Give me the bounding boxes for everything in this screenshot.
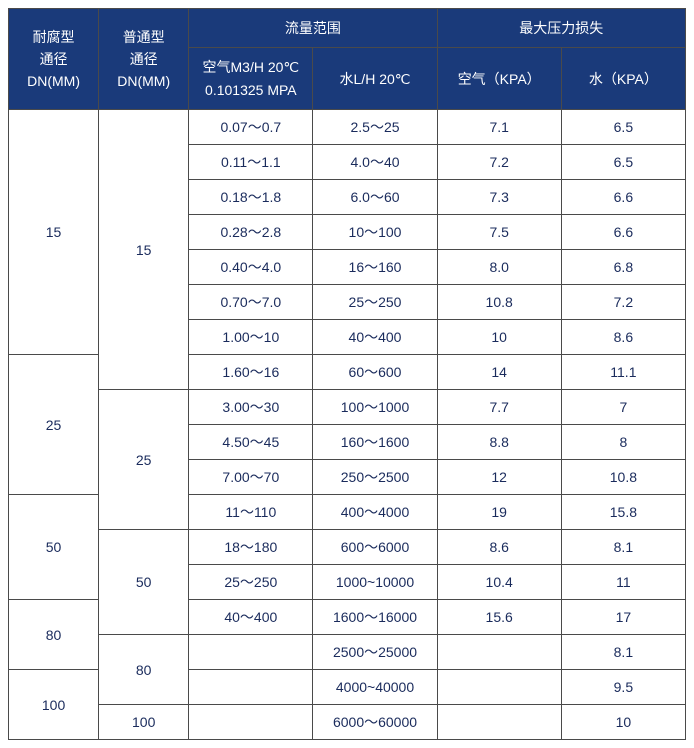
cell-water-kpa: 11.1	[561, 355, 685, 390]
col-header-air-flow: 空气M3/H 20℃ 0.101325 MPA	[189, 48, 313, 110]
cell-corrosion-dn: 50	[9, 495, 99, 600]
col-header-water-kpa: 水（KPA）	[561, 48, 685, 110]
table-row: 253.00～30100～10007.77	[9, 390, 686, 425]
cell-normal-dn: 25	[99, 390, 189, 530]
cell-water-kpa: 17	[561, 600, 685, 635]
cell-air-kpa: 7.2	[437, 145, 561, 180]
cell-air-kpa	[437, 670, 561, 705]
cell-water-kpa: 8.1	[561, 530, 685, 565]
cell-corrosion-dn: 15	[9, 110, 99, 355]
cell-water-kpa: 8.6	[561, 320, 685, 355]
cell-air-kpa: 8.6	[437, 530, 561, 565]
cell-water-flow: 1600～16000	[313, 600, 437, 635]
cell-water-kpa: 10.8	[561, 460, 685, 495]
cell-air-flow	[189, 635, 313, 670]
cell-water-flow: 100～1000	[313, 390, 437, 425]
cell-air-flow: 40～400	[189, 600, 313, 635]
cell-water-kpa: 6.6	[561, 215, 685, 250]
cell-air-kpa: 19	[437, 495, 561, 530]
cell-water-kpa: 6.5	[561, 110, 685, 145]
cell-corrosion-dn: 25	[9, 355, 99, 495]
cell-air-kpa: 8.0	[437, 250, 561, 285]
cell-water-kpa: 6.5	[561, 145, 685, 180]
cell-air-kpa: 10.8	[437, 285, 561, 320]
cell-normal-dn: 80	[99, 635, 189, 705]
cell-air-flow: 0.28～2.8	[189, 215, 313, 250]
cell-air-flow: 0.07～0.7	[189, 110, 313, 145]
cell-air-flow: 1.00～10	[189, 320, 313, 355]
cell-normal-dn: 15	[99, 110, 189, 390]
spec-table: 耐腐型通径DN(MM) 普通型通径DN(MM) 流量范围 最大压力损失 空气M3…	[8, 8, 686, 740]
cell-air-flow: 0.18～1.8	[189, 180, 313, 215]
cell-water-flow: 2500～25000	[313, 635, 437, 670]
cell-air-flow: 11～110	[189, 495, 313, 530]
table-row: 802500～250008.1	[9, 635, 686, 670]
table-row: 100 6000～60000 10	[9, 705, 686, 740]
cell-water-flow: 10～100	[313, 215, 437, 250]
table-header: 耐腐型通径DN(MM) 普通型通径DN(MM) 流量范围 最大压力损失 空气M3…	[9, 9, 686, 110]
cell-air-kpa	[437, 705, 561, 740]
col-header-flow-range: 流量范围	[189, 9, 437, 48]
cell-air-flow: 1.60～16	[189, 355, 313, 390]
cell-water-flow: 4.0～40	[313, 145, 437, 180]
col-header-water-flow: 水L/H 20℃	[313, 48, 437, 110]
cell-water-kpa: 11	[561, 565, 685, 600]
cell-air-flow: 18～180	[189, 530, 313, 565]
cell-air-kpa: 8.8	[437, 425, 561, 460]
cell-air-kpa: 7.5	[437, 215, 561, 250]
cell-air-kpa	[437, 635, 561, 670]
col-header-max-pressure: 最大压力损失	[437, 9, 685, 48]
cell-air-flow: 0.40～4.0	[189, 250, 313, 285]
cell-air-flow	[189, 705, 313, 740]
cell-normal-dn: 50	[99, 530, 189, 635]
cell-water-flow: 16～160	[313, 250, 437, 285]
cell-air-kpa: 15.6	[437, 600, 561, 635]
cell-air-flow: 4.50～45	[189, 425, 313, 460]
cell-water-flow: 600～6000	[313, 530, 437, 565]
cell-water-flow: 250～2500	[313, 460, 437, 495]
cell-air-kpa: 14	[437, 355, 561, 390]
cell-water-kpa: 7	[561, 390, 685, 425]
cell-water-kpa: 8	[561, 425, 685, 460]
cell-air-flow: 0.11～1.1	[189, 145, 313, 180]
cell-normal-dn: 100	[99, 705, 189, 740]
cell-water-flow: 6000～60000	[313, 705, 437, 740]
cell-water-flow: 25～250	[313, 285, 437, 320]
col-header-normal-dn: 普通型通径DN(MM)	[99, 9, 189, 110]
cell-water-flow: 2.5～25	[313, 110, 437, 145]
cell-water-kpa: 10	[561, 705, 685, 740]
cell-water-flow: 4000~40000	[313, 670, 437, 705]
cell-air-kpa: 7.1	[437, 110, 561, 145]
cell-air-kpa: 7.7	[437, 390, 561, 425]
cell-air-flow: 7.00～70	[189, 460, 313, 495]
col-header-corrosion-dn: 耐腐型通径DN(MM)	[9, 9, 99, 110]
cell-water-kpa: 7.2	[561, 285, 685, 320]
cell-water-flow: 1000~10000	[313, 565, 437, 600]
cell-water-kpa: 15.8	[561, 495, 685, 530]
cell-air-kpa: 10	[437, 320, 561, 355]
cell-corrosion-dn: 80	[9, 600, 99, 670]
table-body: 15150.07～0.72.5～257.16.50.11～1.14.0～407.…	[9, 110, 686, 740]
cell-corrosion-dn: 100	[9, 670, 99, 740]
col-header-air-kpa: 空气（KPA）	[437, 48, 561, 110]
table-row: 5018～180600～60008.68.1	[9, 530, 686, 565]
cell-water-kpa: 6.6	[561, 180, 685, 215]
cell-water-flow: 6.0～60	[313, 180, 437, 215]
cell-water-kpa: 6.8	[561, 250, 685, 285]
cell-air-kpa: 10.4	[437, 565, 561, 600]
cell-water-flow: 60～600	[313, 355, 437, 390]
cell-water-kpa: 8.1	[561, 635, 685, 670]
cell-air-kpa: 12	[437, 460, 561, 495]
cell-air-flow: 25～250	[189, 565, 313, 600]
cell-air-flow: 0.70～7.0	[189, 285, 313, 320]
cell-air-kpa: 7.3	[437, 180, 561, 215]
cell-water-kpa: 9.5	[561, 670, 685, 705]
cell-air-flow: 3.00～30	[189, 390, 313, 425]
cell-water-flow: 40～400	[313, 320, 437, 355]
cell-air-flow	[189, 670, 313, 705]
cell-water-flow: 160～1600	[313, 425, 437, 460]
table-row: 15150.07～0.72.5～257.16.5	[9, 110, 686, 145]
cell-water-flow: 400～4000	[313, 495, 437, 530]
